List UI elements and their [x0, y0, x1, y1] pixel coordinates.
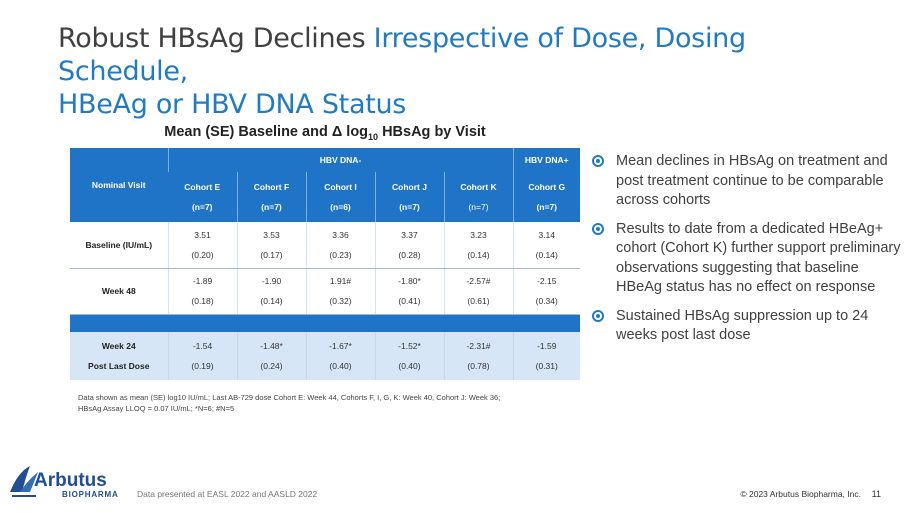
row-label: Week 48 — [70, 268, 168, 315]
table-title-sub: 10 — [368, 131, 379, 142]
bullet-text: Sustained HBsAg suppression up to 24 wee… — [616, 307, 869, 344]
slide-title: Robust HBsAg Declines Irrespective of Do… — [58, 22, 858, 121]
table-cell: 3.36 (0.23) — [305, 222, 375, 269]
bullet-icon — [592, 222, 604, 235]
cohort-header: Cohort K (n=7) — [443, 172, 513, 222]
cohort-header: Cohort E (n=7) — [184, 182, 221, 212]
table-title: Mean (SE) Baseline and Δ log10 HBsAg by … — [70, 124, 580, 142]
hbv-dna-positive-header: HBV DNA+ — [512, 148, 580, 172]
bullet-item: Mean declines in HBsAg on treatment and … — [592, 152, 907, 211]
row-label: Baseline (IU/mL) — [70, 222, 168, 269]
table-spacer-row — [70, 314, 580, 332]
hbsag-table: Nominal Visit HBV DNA- HBV DNA+ Cohort E… — [70, 148, 580, 380]
bullet-list: Mean declines in HBsAg on treatment and … — [592, 152, 907, 355]
table-cell: 3.14 (0.14) — [512, 222, 580, 269]
table-cell: -1.90 (0.14) — [236, 268, 306, 315]
title-part3: HBeAg or HBV DNA Status — [58, 89, 407, 120]
bullet-text: Results to date from a dedicated HBeAg+ … — [616, 220, 901, 296]
row-label: Week 24 Post Last Dose — [70, 332, 168, 380]
nominal-visit-header: Nominal Visit — [91, 180, 146, 190]
table-cell: -1.48* (0.24) — [236, 332, 306, 380]
source-note: Data presented at EASL 2022 and AASLD 20… — [137, 489, 318, 499]
table-cell: 1.91# (0.32) — [305, 268, 375, 315]
table-cell: -1.80* (0.41) — [374, 268, 444, 315]
table-cell: 3.37 (0.28) — [374, 222, 444, 269]
bullet-text: Mean declines in HBsAg on treatment and … — [616, 153, 888, 208]
table-cell: -1.59 (0.31) — [512, 332, 580, 380]
bullet-item: Results to date from a dedicated HBeAg+ … — [592, 220, 907, 298]
table-cell: 3.53 (0.17) — [236, 222, 306, 269]
cohort-header: Cohort F (n=7) — [236, 172, 306, 222]
table-row-week48: Week 48 -1.89 (0.18) -1.90 (0.14) 1.91# (0.… — [70, 268, 580, 315]
table-row-baseline: Baseline (IU/mL) 3.51 (0.20) 3.53 (0.17) 3… — [70, 222, 580, 269]
table-cell: -2.15 (0.34) — [512, 268, 580, 315]
table-cell: 3.51 (0.20) — [167, 222, 237, 269]
page-number: 11 — [871, 489, 881, 499]
title-part2: Irrespective of Dose, Dosing Schedule, — [58, 23, 746, 87]
table-cell: -1.52* (0.40) — [374, 332, 444, 380]
bullet-item: Sustained HBsAg suppression up to 24 wee… — [592, 307, 907, 346]
table-cell: -1.67* (0.40) — [305, 332, 375, 380]
hbv-dna-negative-header: HBV DNA- — [167, 148, 513, 172]
cohort-header: Cohort I (n=6) — [305, 172, 375, 222]
footnote: Data shown as mean (SE) log10 IU/mL; Las… — [78, 392, 548, 414]
cohort-header: Cohort G (n=7) — [512, 172, 580, 222]
table-cell: -2.31# (0.78) — [443, 332, 513, 380]
logo-text: Arbutus — [34, 470, 107, 491]
footnote-line2: HBsAg Assay LLOQ = 0.07 IU/mL; *N=6; #N=… — [78, 404, 235, 413]
title-part1: Robust HBsAg Declines — [58, 23, 374, 54]
table-cell: -1.89 (0.18) — [167, 268, 237, 315]
bullet-icon — [592, 155, 604, 167]
table-cell: -1.54 (0.19) — [167, 332, 237, 380]
table-cell: 3.23 (0.14) — [443, 222, 513, 269]
copyright: © 2023 Arbutus Biopharma, Inc. — [740, 489, 861, 499]
table-row-week24-post: Week 24 Post Last Dose -1.54 (0.19) -1.48*… — [70, 332, 580, 380]
cohort-header: Cohort J (n=7) — [374, 172, 444, 222]
footnote-line1: Data shown as mean (SE) log10 IU/mL; Las… — [78, 393, 501, 402]
logo-subtext: BIOPHARMA — [62, 490, 119, 499]
table-cell: -2.57# (0.61) — [443, 268, 513, 315]
bullet-icon — [592, 309, 604, 322]
arbutus-logo-icon — [10, 466, 38, 497]
header-group-row: Nominal Visit HBV DNA- HBV DNA+ — [70, 148, 580, 190]
table-title-prefix: Mean (SE) Baseline and Δ log — [164, 124, 369, 140]
table-title-suffix: HBsAg by Visit — [378, 124, 486, 140]
